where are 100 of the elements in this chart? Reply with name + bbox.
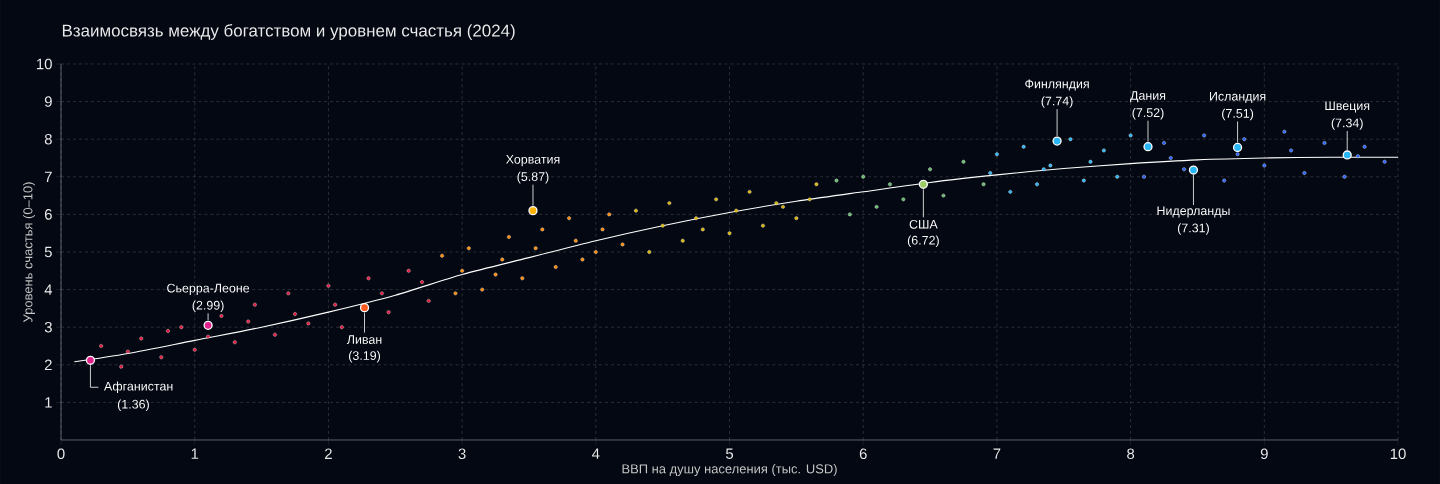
x-tick-label: 10 xyxy=(1390,448,1406,460)
point xyxy=(667,201,672,205)
point xyxy=(1322,141,1327,145)
point xyxy=(1052,136,1062,146)
point xyxy=(1232,142,1243,153)
point xyxy=(119,364,124,369)
point xyxy=(1168,156,1173,160)
annotation: (6.72) xyxy=(907,235,939,248)
point xyxy=(600,227,605,232)
point xyxy=(1289,148,1293,153)
annotation: Афганистан xyxy=(103,381,173,394)
annotation: (7.52) xyxy=(1132,107,1164,120)
y-tick-label: 2 xyxy=(44,359,52,370)
annotation: (7.34) xyxy=(1331,118,1363,130)
point xyxy=(941,193,946,198)
point xyxy=(714,197,719,202)
point xyxy=(874,204,879,209)
point xyxy=(453,291,458,296)
point xyxy=(1188,165,1199,175)
x-tick-label: 8 xyxy=(1127,448,1135,460)
annotation: США xyxy=(909,219,938,229)
point xyxy=(406,268,411,273)
point xyxy=(814,182,819,187)
x-tick-label: 6 xyxy=(859,448,867,460)
annotation: (1.36) xyxy=(117,399,149,412)
point xyxy=(1068,137,1073,142)
point xyxy=(593,250,598,254)
point xyxy=(420,280,424,284)
y-tick-label: 10 xyxy=(37,58,52,70)
point xyxy=(901,197,906,202)
point xyxy=(1081,178,1086,183)
point xyxy=(1202,133,1207,138)
point xyxy=(306,321,311,326)
point xyxy=(1021,144,1026,149)
annotation: Дания xyxy=(1130,91,1166,103)
point xyxy=(567,216,571,221)
point xyxy=(540,227,545,232)
point xyxy=(1182,167,1186,172)
point xyxy=(727,231,732,236)
point xyxy=(1235,152,1240,157)
x-axis-title: ВВП на душу населения (тыс. USD) xyxy=(622,463,837,476)
x-tick-label: 7 xyxy=(993,448,1001,459)
point xyxy=(888,182,892,187)
point xyxy=(380,291,384,296)
point xyxy=(252,302,257,307)
y-tick-label: 4 xyxy=(44,284,53,295)
point xyxy=(273,332,277,337)
point xyxy=(747,189,752,194)
x-tick-label: 0 xyxy=(57,448,65,460)
point xyxy=(460,268,465,273)
point xyxy=(533,246,538,251)
x-tick-label: 9 xyxy=(1260,448,1268,460)
point xyxy=(333,302,337,307)
annotation: (7.31) xyxy=(1177,223,1209,235)
point xyxy=(834,178,839,183)
point xyxy=(580,257,585,262)
annotation: Хорватия xyxy=(505,155,560,167)
point xyxy=(607,212,612,217)
annotation: (3.19) xyxy=(349,350,381,363)
point xyxy=(1342,150,1352,160)
point xyxy=(1128,133,1133,138)
point xyxy=(794,216,799,221)
y-tick-label: 3 xyxy=(44,321,52,333)
point xyxy=(647,250,652,254)
point xyxy=(480,287,485,292)
point xyxy=(1142,174,1146,179)
annotation: Финляндия xyxy=(1025,79,1089,91)
point xyxy=(206,334,210,339)
annotation: Исландия xyxy=(1209,91,1266,103)
point xyxy=(1362,144,1367,149)
point xyxy=(928,167,932,172)
point xyxy=(1143,142,1153,152)
point xyxy=(781,204,785,209)
point xyxy=(1088,159,1093,164)
y-tick-label: 6 xyxy=(44,209,52,220)
point xyxy=(861,174,866,179)
point xyxy=(99,344,104,348)
point xyxy=(179,325,184,330)
point xyxy=(981,182,986,187)
point xyxy=(440,253,444,258)
point xyxy=(500,257,505,262)
point xyxy=(528,205,538,216)
point xyxy=(988,171,993,175)
annotation: (5.87) xyxy=(517,171,549,184)
y-tick-label: 8 xyxy=(44,133,52,145)
point xyxy=(203,320,213,330)
point xyxy=(1342,174,1347,179)
x-tick-label: 4 xyxy=(592,448,600,459)
annotation: Нидерланды xyxy=(1157,206,1230,218)
point xyxy=(359,303,370,313)
point xyxy=(466,246,471,251)
point xyxy=(680,238,685,243)
annotation: Швеция xyxy=(1325,101,1370,113)
y-tick-label: 1 xyxy=(45,397,52,408)
point xyxy=(286,291,291,296)
point xyxy=(1008,189,1013,194)
point xyxy=(1162,141,1166,145)
point xyxy=(918,179,929,189)
point xyxy=(761,223,765,228)
point xyxy=(774,201,779,205)
